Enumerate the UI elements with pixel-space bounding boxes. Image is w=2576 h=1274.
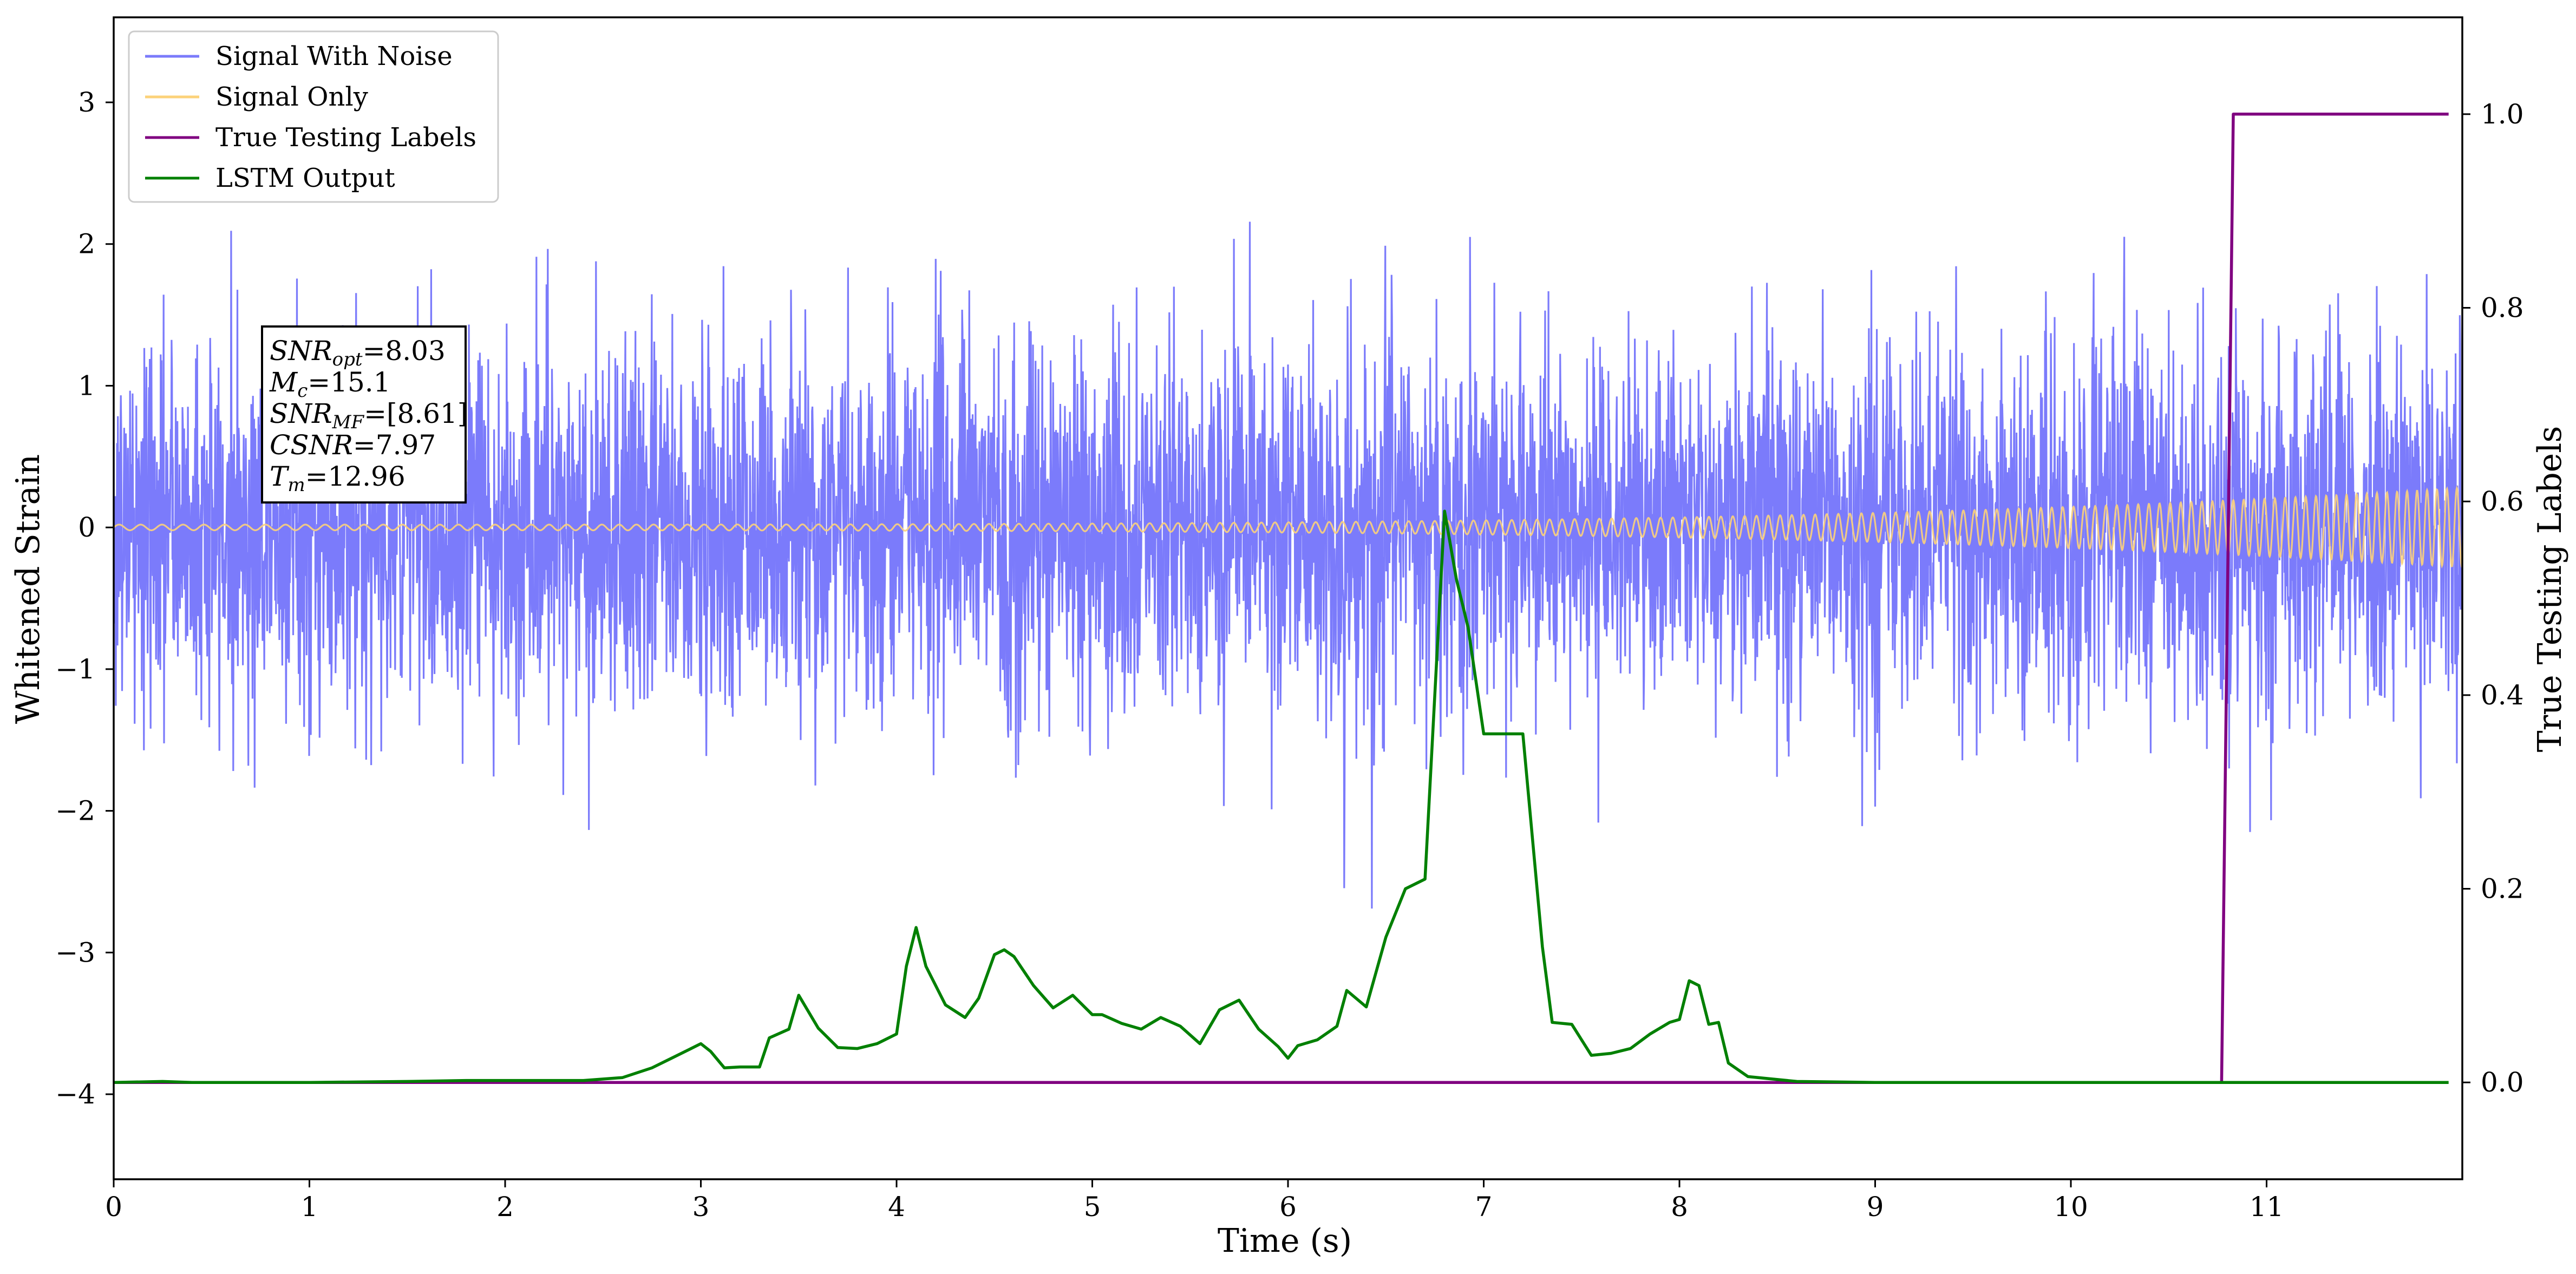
annotation-snr-mf-subscript: MF: [332, 411, 365, 433]
annotation-snr-opt: SNRopt=8.03: [270, 335, 446, 370]
annotation-tm-subscript: m: [287, 474, 305, 496]
series-signal-with-noise-line: [114, 221, 2462, 909]
legend-label-true-testing-labels: True Testing Labels: [215, 122, 476, 153]
annotation-csnr-value: =7.97: [353, 429, 436, 461]
y-tick-label: −1: [55, 654, 95, 685]
series-signal-only-line: [114, 485, 2462, 570]
y-tick-label: −2: [55, 795, 95, 827]
annotation-mc-symbol: M: [269, 367, 298, 398]
y2-tick-label: 0.6: [2481, 486, 2524, 517]
legend: Signal With Noise Signal Only True Testi…: [128, 30, 499, 203]
y2-tick-label: 1.0: [2481, 99, 2524, 130]
annotation-snr-mf: SNRMF=[8.61]: [270, 398, 468, 433]
x-tick-label: 1: [301, 1191, 318, 1223]
y-tick-label: 0: [78, 512, 95, 543]
y2-axis-label: True Testing Labels: [2531, 426, 2569, 753]
x-tick-label: 4: [888, 1191, 905, 1223]
annotation-snr-opt-subscript: opt: [332, 349, 363, 370]
y2-tick-label: 0.8: [2481, 292, 2524, 324]
y-axis-label: Whitened Strain: [9, 454, 47, 724]
x-tick-label: 10: [2054, 1191, 2088, 1223]
x-tick-label: 2: [496, 1191, 514, 1223]
annotation-snr-opt-symbol: SNR: [270, 335, 332, 367]
annotation-mc-value: =15.1: [308, 367, 390, 398]
annotation-snr-mf-value: =[8.61]: [364, 398, 468, 429]
y2-tick-label: 0.0: [2481, 1067, 2524, 1098]
annotation-mc-subscript: c: [297, 380, 308, 402]
y-tick-label: 3: [78, 87, 95, 118]
x-tick-label: 0: [105, 1191, 122, 1223]
annotation-csnr: CSNR=7.97: [270, 429, 436, 461]
x-tick-label: 8: [1671, 1191, 1688, 1223]
y-tick-label: 1: [78, 370, 95, 401]
annotation-snr-opt-value: =8.03: [363, 335, 446, 367]
y2-tick-label: 0.2: [2481, 873, 2524, 905]
annotation-tm-value: =12.96: [305, 461, 406, 492]
legend-label-lstm-output: LSTM Output: [215, 163, 395, 193]
annotation-tm-symbol: T: [270, 461, 290, 492]
annotation-snr-mf-symbol: SNR: [270, 398, 332, 429]
x-tick-label: 11: [2250, 1191, 2284, 1223]
legend-label-signal-with-noise: Signal With Noise: [215, 41, 453, 71]
annotation-csnr-symbol: CSNR: [270, 429, 353, 461]
x-tick-label: 3: [692, 1191, 710, 1223]
axes: 0 1 2 3 4 5 6 7 8 9 10 113210−1−2−3−41.00.80.60.40.…: [55, 16, 2524, 1223]
annotation-tm: Tm=12.96: [270, 461, 406, 496]
legend-label-signal-only: Signal Only: [215, 82, 368, 112]
series-lstm-output-line: [114, 509, 2449, 1084]
legend-box: [128, 30, 499, 203]
series-true-testing-labels-line: [114, 113, 2449, 1084]
annotation-mc: Mc=15.1: [269, 367, 390, 402]
x-tick-label: 7: [1475, 1191, 1493, 1223]
y2-tick-label: 0.4: [2481, 680, 2524, 711]
y-tick-label: −3: [55, 937, 95, 968]
y-tick-label: −4: [55, 1079, 95, 1110]
plot-area: [114, 113, 2462, 1084]
annotation-box: SNRopt=8.03 Mc=15.1 SNRMF=[8.61] CSNR=7.…: [261, 325, 468, 504]
x-axis-label: Time (s): [1218, 1222, 1352, 1260]
x-tick-label: 5: [1084, 1191, 1101, 1223]
x-tick-label: 9: [1867, 1191, 1884, 1223]
x-tick-label: 6: [1279, 1191, 1297, 1223]
annotation-border: [261, 325, 467, 504]
y-tick-label: 2: [78, 228, 95, 260]
